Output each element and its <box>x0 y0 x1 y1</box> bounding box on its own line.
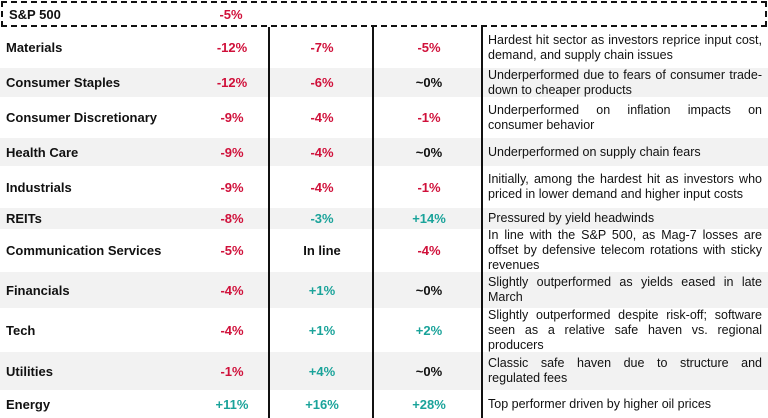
period-3-return: ~0% <box>415 75 443 90</box>
table-row: REITs -8% -3% +14% Pressured by yield headwi… <box>0 208 768 229</box>
period-1-return: -1% <box>220 363 244 379</box>
sector-name: Consumer Discretionary <box>6 110 157 125</box>
period-1-return: -12% <box>216 75 248 90</box>
table-row: Health Care -9% -4% ~0% Underperformed on su… <box>0 138 768 166</box>
benchmark-row: S&P 500 -5% <box>1 1 767 27</box>
sector-commentary: Classic safe haven due to structure and … <box>488 356 762 385</box>
sector-name: Communication Services <box>6 243 162 258</box>
period-1-return: -9% <box>220 179 244 195</box>
column-divider <box>481 27 483 418</box>
table-row: Financials -4% +1% ~0% Slightly outperformed… <box>0 272 768 308</box>
benchmark-value: -5% <box>219 7 243 22</box>
benchmark-name: S&P 500 <box>9 7 61 22</box>
sector-commentary: Underperformed due to fears of consumer … <box>488 67 762 97</box>
period-1-return: -12% <box>216 40 248 55</box>
period-3-return: +28% <box>412 396 446 412</box>
period-2-return: +16% <box>305 396 339 412</box>
sector-commentary: Slightly outperformed as yields eased in… <box>488 275 762 304</box>
period-2-return: -3% <box>310 211 334 226</box>
period-3-return: -1% <box>417 179 441 195</box>
period-1-return: -4% <box>220 322 244 338</box>
sector-name: Health Care <box>6 144 79 160</box>
period-3-return: ~0% <box>415 144 443 160</box>
sector-commentary: Underperformed on inflation impacts on c… <box>488 102 762 132</box>
period-1-return: +11% <box>215 396 249 412</box>
sector-name: Tech <box>6 322 36 338</box>
sector-name: Energy <box>6 396 51 412</box>
period-2-return: -4% <box>310 110 334 125</box>
sector-commentary: Initially, among the hardest hit as inve… <box>488 172 762 201</box>
period-1-return: -5% <box>220 243 244 258</box>
column-divider <box>268 27 270 418</box>
period-2-return: In line <box>303 243 341 258</box>
sector-commentary: Top performer driven by higher oil price… <box>488 396 712 411</box>
period-3-return: +2% <box>415 322 443 338</box>
table-row: Tech -4% +1% +2% Slightly outperformed despi… <box>0 308 768 352</box>
sector-commentary: Pressured by yield headwinds <box>488 211 655 225</box>
sector-commentary: Underperformed on supply chain fears <box>488 144 701 159</box>
period-2-return: +1% <box>308 322 336 338</box>
period-3-return: ~0% <box>415 282 443 298</box>
sector-name: Financials <box>6 282 70 298</box>
sector-name: Utilities <box>6 363 53 379</box>
period-1-return: -8% <box>220 211 244 226</box>
table-row: Materials -12% -7% -5% Hardest hit sector as… <box>0 27 768 68</box>
period-1-return: -9% <box>220 110 244 125</box>
sector-name: Industrials <box>6 179 72 195</box>
period-1-return: -9% <box>220 144 244 160</box>
period-3-return: -4% <box>417 243 441 258</box>
table-row: Energy +11% +16% +28% Top performer driven b… <box>0 390 768 418</box>
sector-name: Materials <box>6 40 63 55</box>
sector-name: REITs <box>6 211 42 226</box>
period-3-return: -5% <box>417 40 441 55</box>
sector-commentary: Slightly outperformed despite risk-off; … <box>488 307 762 352</box>
period-2-return: +1% <box>308 282 336 298</box>
period-2-return: -7% <box>310 40 334 55</box>
period-3-return: +14% <box>412 211 446 226</box>
period-1-return: -4% <box>220 282 244 298</box>
sector-name: Consumer Staples <box>6 75 121 90</box>
table-row: Communication Services -5% In line -4% In li… <box>0 228 768 272</box>
table-row: Industrials -9% -4% -1% Initially, among the… <box>0 166 768 208</box>
table-row: Consumer Discretionary -9% -4% -1% Underperf… <box>0 97 768 138</box>
period-2-return: -4% <box>310 144 334 160</box>
column-divider <box>372 27 374 418</box>
period-3-return: ~0% <box>415 363 443 379</box>
period-2-return: -4% <box>310 179 334 195</box>
table-row: Consumer Staples -12% -6% ~0% Underperformed… <box>0 68 768 97</box>
sector-commentary: Hardest hit sector as investors reprice … <box>488 32 762 62</box>
table-row: Utilities -1% +4% ~0% Classic safe haven due… <box>0 352 768 390</box>
period-3-return: -1% <box>417 110 441 125</box>
sector-table-body: Materials -12% -7% -5% Hardest hit sector as… <box>0 27 768 418</box>
period-2-return: -6% <box>310 75 334 90</box>
sector-commentary: In line with the S&P 500, as Mag-7 losse… <box>488 228 762 272</box>
period-2-return: +4% <box>308 363 336 379</box>
